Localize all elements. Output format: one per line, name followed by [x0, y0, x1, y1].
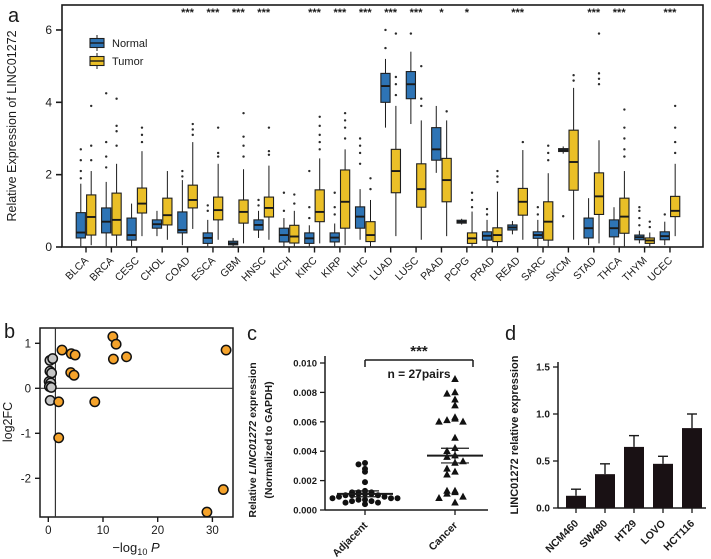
- panel-c-dotplot-container: 0.000 0.002 0.004 0.006 0.008 0.010 Adjacent Ca…: [240, 320, 490, 559]
- svg-text:0.002: 0.002: [293, 476, 317, 487]
- svg-text:0: 0: [45, 240, 52, 254]
- svg-text:0: 0: [45, 525, 51, 537]
- svg-text:***: ***: [410, 7, 424, 19]
- svg-text:Relative Expression of LINC012: Relative Expression of LINC01272: [5, 30, 19, 221]
- svg-text:***: ***: [308, 7, 322, 19]
- svg-text:2: 2: [45, 168, 52, 182]
- svg-text:BLCA: BLCA: [63, 255, 91, 283]
- svg-text:KIRP: KIRP: [319, 255, 345, 281]
- svg-text:LIHC: LIHC: [345, 254, 371, 280]
- svg-text:SKCM: SKCM: [544, 255, 574, 285]
- svg-text:***: ***: [384, 7, 398, 19]
- svg-text:Adjacent: Adjacent: [330, 519, 370, 559]
- svg-text:0.010: 0.010: [293, 359, 317, 370]
- svg-text:***: ***: [613, 7, 627, 19]
- svg-text:LUAD: LUAD: [368, 254, 397, 283]
- svg-text:-1: -1: [21, 428, 31, 440]
- svg-text:1.5: 1.5: [536, 363, 550, 374]
- svg-text:SW480: SW480: [577, 518, 610, 551]
- svg-text:BRCA: BRCA: [87, 255, 116, 284]
- svg-text:PRAD: PRAD: [468, 254, 497, 283]
- panel-b-letter: b: [4, 321, 16, 343]
- paired-expression-dotplot: 0.000 0.002 0.004 0.006 0.008 0.010 Adjacent Ca…: [247, 343, 488, 559]
- svg-text:THCA: THCA: [596, 255, 625, 284]
- svg-text:0.000: 0.000: [293, 506, 317, 517]
- svg-text:NCM460: NCM460: [543, 518, 581, 556]
- panel-d-barchart-container: 0.0 0.5 1.0 1.5 NCM460 SW480 HT29 LOVO HCT116 LIN…: [490, 320, 711, 559]
- svg-text:0.0: 0.0: [536, 504, 550, 515]
- panel-a-letter: a: [8, 5, 20, 27]
- svg-text:log2FC: log2FC: [1, 402, 15, 442]
- svg-text:***: ***: [359, 7, 373, 19]
- svg-text:Tumor: Tumor: [112, 56, 144, 68]
- svg-text:HT29: HT29: [612, 518, 639, 545]
- svg-text:PAAD: PAAD: [418, 254, 446, 282]
- svg-text:0: 0: [25, 383, 31, 395]
- svg-text:COAD: COAD: [163, 254, 193, 284]
- panel-c-letter: c: [247, 323, 257, 345]
- svg-text:0.006: 0.006: [293, 417, 317, 428]
- svg-text:*: *: [439, 7, 444, 19]
- svg-text:***: ***: [257, 7, 271, 19]
- svg-text:0.5: 0.5: [536, 457, 550, 468]
- svg-text:STAD: STAD: [571, 254, 599, 282]
- svg-text:30: 30: [206, 525, 219, 537]
- svg-text:*: *: [465, 7, 470, 19]
- svg-text:6: 6: [45, 23, 52, 37]
- svg-text:KICH: KICH: [268, 255, 294, 281]
- svg-text:−log10 P: −log10 P: [112, 540, 160, 557]
- pan-cancer-boxplot: 0 2 4 6 Relative Expression of LINC01272 BLCA…: [5, 4, 704, 285]
- svg-text:-2: -2: [21, 473, 31, 485]
- svg-text:0.008: 0.008: [293, 388, 317, 399]
- svg-text:HNSC: HNSC: [239, 254, 269, 284]
- svg-text:20: 20: [151, 525, 164, 537]
- svg-text:READ: READ: [494, 254, 523, 283]
- svg-text:Normal: Normal: [112, 38, 147, 50]
- svg-text:0.004: 0.004: [293, 447, 317, 458]
- svg-text:***: ***: [410, 343, 428, 360]
- panel-d-letter: d: [505, 323, 517, 345]
- svg-text:LINC01272 relative expression: LINC01272 relative expression: [509, 355, 521, 514]
- svg-text:***: ***: [333, 7, 347, 19]
- svg-text:Cancer: Cancer: [426, 520, 460, 554]
- svg-text:n = 27pairs: n = 27pairs: [387, 367, 450, 381]
- svg-text:Relative LINC01272 expression: Relative LINC01272 expression: [247, 362, 259, 517]
- svg-text:THYM: THYM: [620, 255, 650, 285]
- svg-text:LUSC: LUSC: [393, 254, 422, 283]
- svg-text:4: 4: [45, 95, 52, 109]
- svg-text:KIRC: KIRC: [293, 254, 320, 281]
- svg-text:(Normalized to GAPDH): (Normalized to GAPDH): [263, 381, 275, 498]
- svg-text:***: ***: [664, 7, 678, 19]
- svg-text:***: ***: [207, 7, 221, 19]
- svg-text:***: ***: [232, 7, 246, 19]
- svg-text:HCT116: HCT116: [661, 518, 697, 554]
- svg-text:CHOL: CHOL: [138, 255, 167, 284]
- panel-a-boxplot-container: 0 2 4 6 Relative Expression of LINC01272 BLCA…: [5, 4, 704, 285]
- svg-text:***: ***: [181, 7, 195, 19]
- svg-text:***: ***: [511, 7, 525, 19]
- svg-text:UCEC: UCEC: [646, 254, 676, 284]
- svg-text:***: ***: [587, 7, 601, 19]
- svg-text:1: 1: [25, 338, 31, 350]
- svg-text:SARC: SARC: [519, 254, 548, 283]
- svg-text:PCPG: PCPG: [442, 255, 472, 285]
- svg-text:CESC: CESC: [113, 254, 142, 283]
- svg-text:ESCA: ESCA: [189, 255, 218, 284]
- svg-text:1.0: 1.0: [536, 410, 550, 421]
- svg-text:10: 10: [97, 525, 110, 537]
